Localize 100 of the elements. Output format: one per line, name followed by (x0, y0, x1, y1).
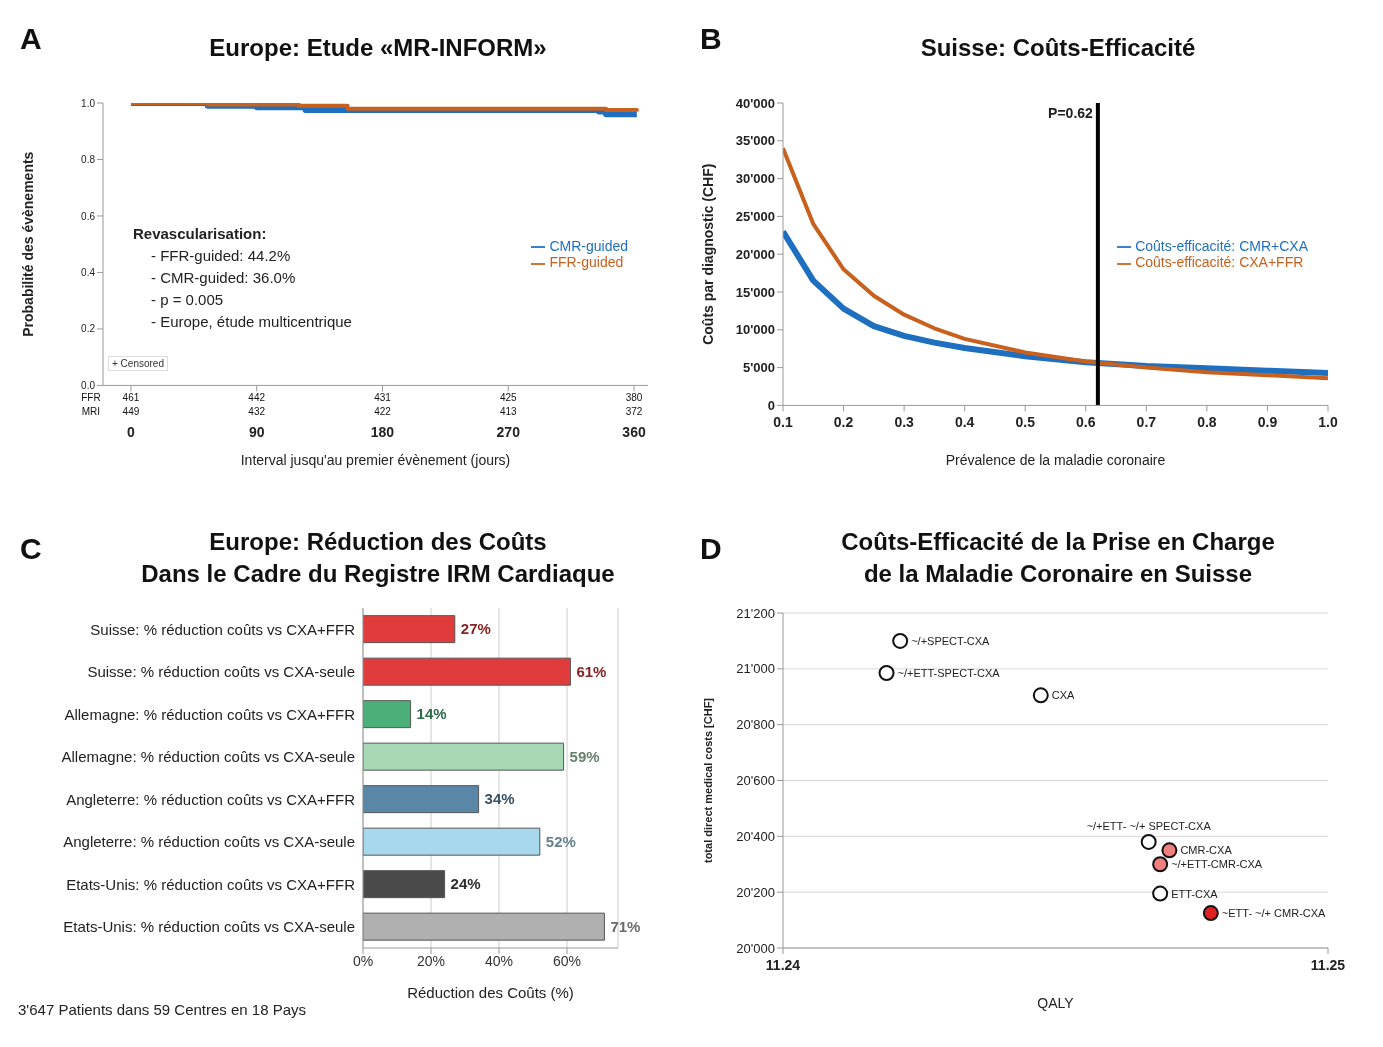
legend-label: Coûts-efficacité: CMR+CXA (1135, 238, 1308, 254)
x-tick-label: 90 (248, 424, 265, 441)
y-tick-label: Etats-Unis: % réduction coûts vs CXA-seule (63, 918, 355, 936)
bar (363, 700, 412, 729)
y-tick-label: 0.8 (81, 154, 96, 166)
bar (363, 912, 605, 941)
text: B (700, 22, 722, 56)
legend-label: FFR-guided (549, 254, 624, 271)
text: 461 (122, 392, 140, 404)
y-tick-label: 20'800 (736, 717, 775, 733)
data-label: 34% (484, 790, 515, 808)
y-axis-title: Coûts par diagnostic (CHF) (699, 163, 716, 345)
ref-line-label: P=0.62 (1048, 104, 1094, 121)
data-label: ETT-CXA (1171, 887, 1219, 900)
bar (363, 742, 565, 771)
data-label: 59% (569, 747, 600, 765)
x-tick-label: 60% (552, 952, 582, 969)
y-tick-label: 40'000 (735, 95, 775, 111)
x-tick-label: 360 (622, 424, 646, 441)
data-label: ~/+ETT- ~/+ SPECT-CXA (1086, 819, 1212, 832)
data-label: 24% (450, 875, 481, 893)
legend-label: Coûts-efficacité: CXA+FFR (1135, 254, 1304, 271)
data-label: CMR-CXA (1180, 844, 1233, 857)
data-label: ~/+SPECT-CXA (911, 634, 991, 647)
y-tick-label: 35'000 (735, 133, 775, 149)
x-axis-title: Interval jusqu'au premier évènement (jours) (240, 452, 511, 469)
data-label: 52% (545, 832, 576, 850)
x-tick-label: 1.0 (1318, 414, 1338, 431)
text: 432 (248, 406, 266, 418)
x-tick-label: 0.9 (1257, 414, 1278, 431)
text: MRI (81, 406, 101, 418)
y-tick-label: 21'000 (736, 661, 775, 677)
y-tick-label: 20'000 (735, 246, 775, 262)
bar (363, 615, 456, 644)
text: 422 (374, 406, 392, 418)
y-tick-label: Suisse: % réduction coûts vs CXA-seule (87, 663, 355, 681)
y-axis-title: Probabilité des évènements (19, 151, 36, 337)
x-tick-label: 0.4 (954, 414, 975, 431)
annotation: - Europe, étude multicentrique (150, 311, 352, 332)
x-tick-label: 11.24 (765, 957, 801, 973)
text: 431 (374, 392, 392, 404)
bar (363, 870, 446, 899)
y-tick-label: 20'000 (736, 940, 775, 956)
text: 442 (248, 392, 266, 404)
point (1140, 833, 1157, 850)
y-tick-label: 20'600 (736, 773, 775, 789)
x-tick-label: 270 (496, 424, 521, 441)
point (892, 632, 909, 649)
y-tick-label: 21'200 (736, 605, 775, 621)
annotation: Revascularisation: (133, 223, 268, 244)
y-tick-label: 1.0 (81, 97, 96, 109)
bar (363, 657, 571, 686)
annotation: - FFR-guided: 44.2% (150, 245, 292, 266)
text: FFR (81, 392, 101, 404)
text: 425 (499, 392, 518, 404)
annotation: - p = 0.005 (150, 289, 225, 310)
point (1202, 905, 1219, 922)
text: 380 (625, 392, 643, 404)
chart-title: Coûts-Efficacité de la Prise en Charge de la Maladie Coronaire en Suisse (841, 528, 1275, 587)
x-tick-label: 0 (127, 424, 136, 441)
y-tick-label: 0.4 (81, 266, 96, 278)
chart-title: Europe: Etude «MR-INFORM» (209, 34, 547, 61)
line-series (783, 146, 1328, 381)
data-label: 71% (610, 917, 641, 935)
x-tick-label: 11.25 (1310, 957, 1346, 973)
text: 3'647 Patients dans 59 Centres en 18 Pays (18, 1001, 307, 1018)
y-tick-label: Angleterre: % réduction coûts vs CXA+FFR (66, 790, 356, 808)
y-tick-label: Allemagne: % réduction coûts vs CXA+FFR (64, 705, 356, 723)
point (878, 665, 895, 682)
y-tick-label: 0 (767, 398, 775, 414)
y-tick-label: Angleterre: % réduction coûts vs CXA-seule (63, 833, 355, 851)
y-tick-label: 25'000 (735, 209, 775, 225)
data-label: 61% (576, 662, 607, 680)
y-tick-label: Allemagne: % réduction coûts vs CXA-seule (61, 748, 355, 766)
y-tick-label: Etats-Unis: % réduction coûts vs CXA+FFR (66, 875, 356, 893)
text: 449 (122, 406, 140, 418)
y-tick-label: 10'000 (735, 322, 775, 338)
text: C (20, 532, 42, 566)
bar (363, 827, 541, 856)
data-label: CXA (1051, 689, 1076, 702)
annotation: - CMR-guided: 36.0% (150, 267, 297, 288)
data-label: ~/+ETT-SPECT-CXA (897, 667, 1001, 680)
point (1152, 885, 1169, 902)
x-axis-title: Réduction des Coûts (%) (407, 984, 574, 1001)
x-axis-title: QALY (1037, 995, 1075, 1011)
legend-label: CMR-guided (549, 238, 628, 254)
data-label: ~ETT- ~/+ CMR-CXA (1221, 907, 1327, 920)
x-tick-label: 0.5 (1015, 414, 1036, 431)
data-label: 27% (460, 620, 491, 638)
text: D (700, 532, 722, 566)
x-tick-label: 40% (484, 952, 514, 969)
x-tick-label: 0.7 (1136, 414, 1157, 431)
text: 413 (499, 406, 518, 418)
bar (363, 785, 480, 814)
point (1032, 687, 1049, 704)
y-tick-label: 0.0 (81, 379, 96, 391)
y-tick-label: 5'000 (742, 360, 775, 376)
point (1161, 842, 1178, 859)
x-tick-label: 20% (416, 952, 446, 969)
y-tick-label: 0.2 (81, 323, 96, 335)
